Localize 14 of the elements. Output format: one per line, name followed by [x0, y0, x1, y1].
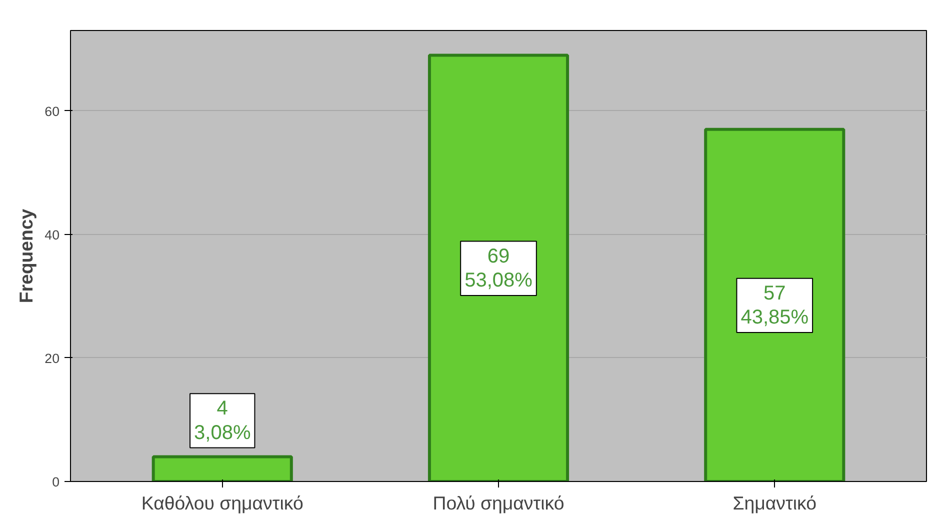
bar	[428, 54, 570, 482]
bar	[704, 128, 846, 482]
y-tick-label: 0	[52, 474, 60, 490]
data-label: 69 53,08%	[464, 245, 533, 292]
x-tick-label: Καθόλου σημαντικό	[141, 492, 304, 514]
y-tick-label: 60	[44, 104, 60, 119]
y-tick-label: 40	[44, 227, 60, 242]
y-tick-label: 20	[44, 350, 60, 366]
x-tick-label: Σημαντικό	[732, 492, 817, 514]
data-label: 4 3,08%	[194, 398, 251, 444]
bar	[152, 455, 293, 482]
y-axis-title: Frequency	[16, 208, 37, 304]
data-label: 57 43,85%	[740, 282, 809, 329]
x-tick-label: Πολύ σημαντικό	[432, 492, 564, 514]
